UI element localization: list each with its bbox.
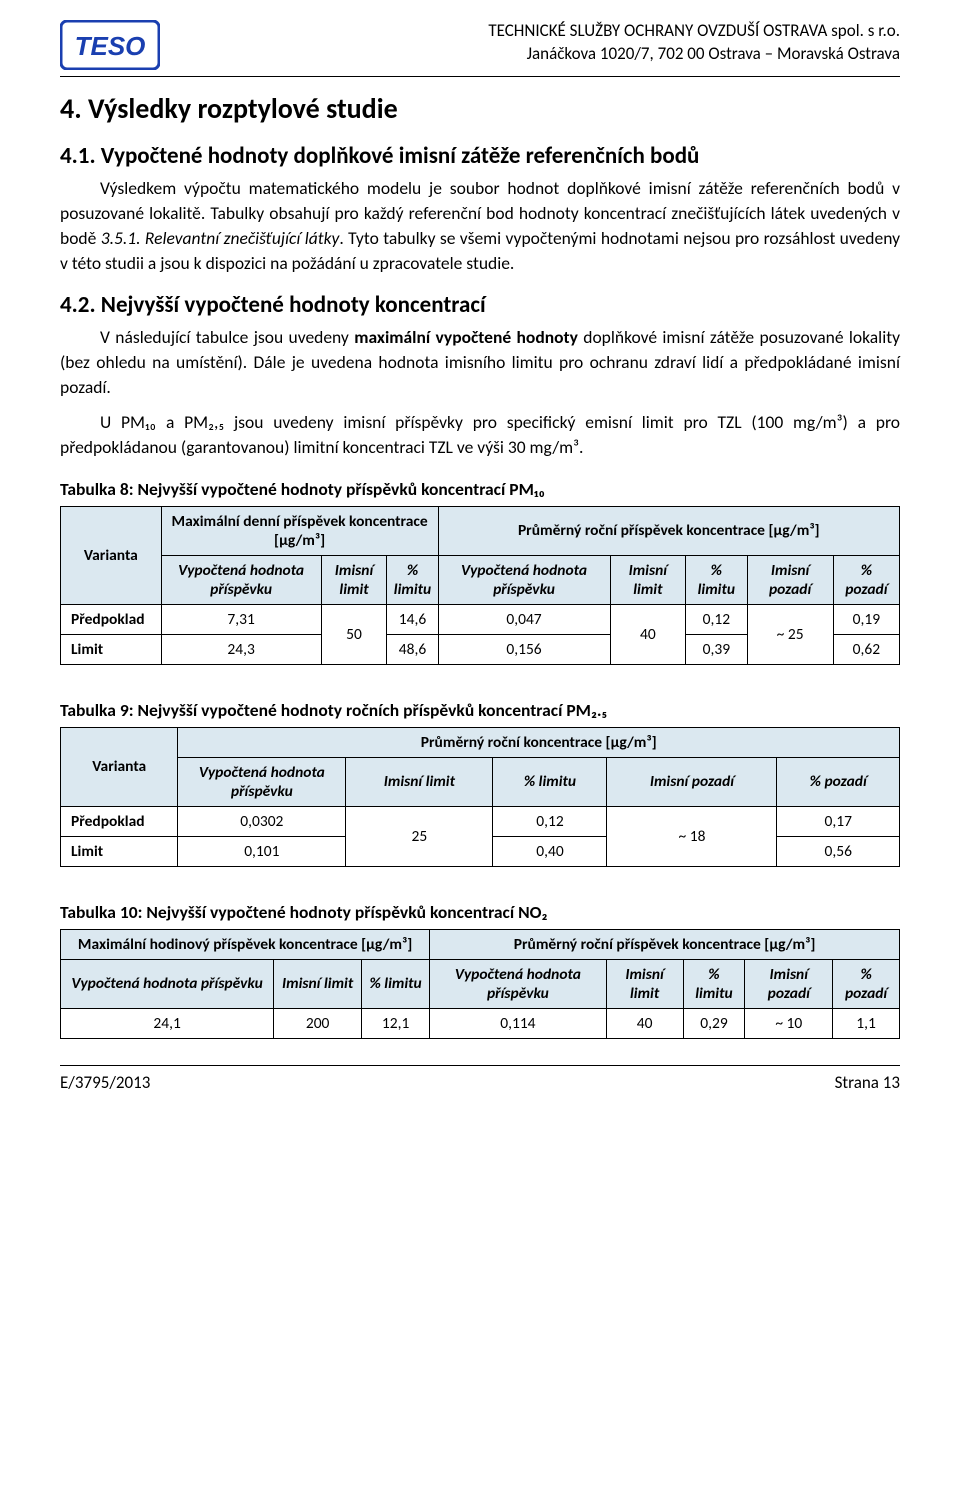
header-text: TECHNICKÉ SLUŽBY OCHRANY OVZDUŠÍ OSTRAVA… (172, 20, 900, 66)
h2-41: 4.1. Vypočtené hodnoty doplňkové imisní … (60, 142, 900, 170)
t10-h-il1: Imisní limit (274, 959, 362, 1008)
t10-h-il2: Imisní limit (606, 959, 683, 1008)
t9-h-ip: Imisní pozadí (607, 757, 777, 806)
table-row: Předpoklad 7,31 50 14,6 0,047 40 0,12 ~ … (61, 604, 900, 634)
t10-h-pl1: % limitu (362, 959, 430, 1008)
page-footer: E/3795/2013 Strana 13 (60, 1065, 900, 1093)
logo: TESO (60, 20, 160, 70)
t8-h-vhp2: Vypočtená hodnota příspěvku (438, 555, 610, 604)
t10-h-grpmax: Maximální hodinový příspěvek koncentrace… (61, 929, 430, 959)
page: TESO TECHNICKÉ SLUŽBY OCHRANY OVZDUŠÍ OS… (0, 0, 960, 1123)
t8-h-pp: % pozadí (833, 555, 899, 604)
t8-h-grpavg: Průměrný roční příspěvek koncentrace [µg… (438, 506, 899, 555)
table-row: Předpoklad 0,0302 25 0,12 ~ 18 0,17 (61, 806, 900, 836)
t9-h-vhp: Vypočtená hodnota příspěvku (178, 757, 346, 806)
h2-42: 4.2. Nejvyšší vypočtené hodnoty koncentr… (60, 291, 900, 319)
t9-h-pl: % limitu (493, 757, 607, 806)
t10-h-ip: Imisní pozadí (745, 959, 833, 1008)
page-header: TESO TECHNICKÉ SLUŽBY OCHRANY OVZDUŠÍ OS… (60, 20, 900, 77)
t8-h-il1: Imisní limit (321, 555, 387, 604)
t8-caption: Tabulka 8: Nejvyšší vypočtené hodnoty př… (60, 478, 900, 500)
t8-h-vhp1: Vypočtená hodnota příspěvku (161, 555, 321, 604)
h1-title: 4. Výsledky rozptylové studie (60, 91, 900, 126)
footer-right: Strana 13 (835, 1072, 900, 1093)
p-42-2: U PM₁₀ a PM₂,₅ jsou uvedeny imisní přísp… (60, 410, 900, 460)
t10-caption: Tabulka 10: Nejvyšší vypočtené hodnoty p… (60, 901, 900, 923)
t9-caption: Tabulka 9: Nejvyšší vypočtené hodnoty ro… (60, 699, 900, 721)
header-addr: Janáčkova 1020/7, 702 00 Ostrava – Morav… (172, 43, 900, 66)
t8-h-varianta: Varianta (61, 506, 162, 604)
t10-h-vhp1: Vypočtená hodnota příspěvku (61, 959, 274, 1008)
t9-h-grpavg: Průměrný roční koncentrace [µg/m³] (178, 727, 900, 757)
table-row: 24,1 200 12,1 0,114 40 0,29 ~ 10 1,1 (61, 1008, 900, 1038)
table-9: Varianta Průměrný roční koncentrace [µg/… (60, 727, 900, 867)
p-41: Výsledkem výpočtu matematického modelu j… (60, 176, 900, 275)
t10-h-vhp2: Vypočtená hodnota příspěvku (430, 959, 607, 1008)
svg-text:TESO: TESO (75, 31, 146, 61)
t10-h-pp: % pozadí (833, 959, 900, 1008)
t10-h-grpavg: Průměrný roční příspěvek koncentrace [µg… (430, 929, 900, 959)
t9-h-varianta: Varianta (61, 727, 178, 806)
t8-h-grpmax: Maximální denní příspěvek koncentrace [µ… (161, 506, 438, 555)
t9-h-pp: % pozadí (777, 757, 900, 806)
t9-h-il: Imisní limit (346, 757, 493, 806)
t8-h-pl2: % limitu (686, 555, 747, 604)
t8-h-ip: Imisní pozadí (747, 555, 833, 604)
p-42-1: V následující tabulce jsou uvedeny maxim… (60, 325, 900, 400)
header-org: TECHNICKÉ SLUŽBY OCHRANY OVZDUŠÍ OSTRAVA… (172, 20, 900, 43)
table-10: Maximální hodinový příspěvek koncentrace… (60, 929, 900, 1039)
t8-h-il2: Imisní limit (610, 555, 686, 604)
table-8: Varianta Maximální denní příspěvek konce… (60, 506, 900, 665)
t8-h-pl1: % limitu (387, 555, 438, 604)
footer-left: E/3795/2013 (60, 1072, 150, 1093)
t10-h-pl2: % limitu (683, 959, 745, 1008)
